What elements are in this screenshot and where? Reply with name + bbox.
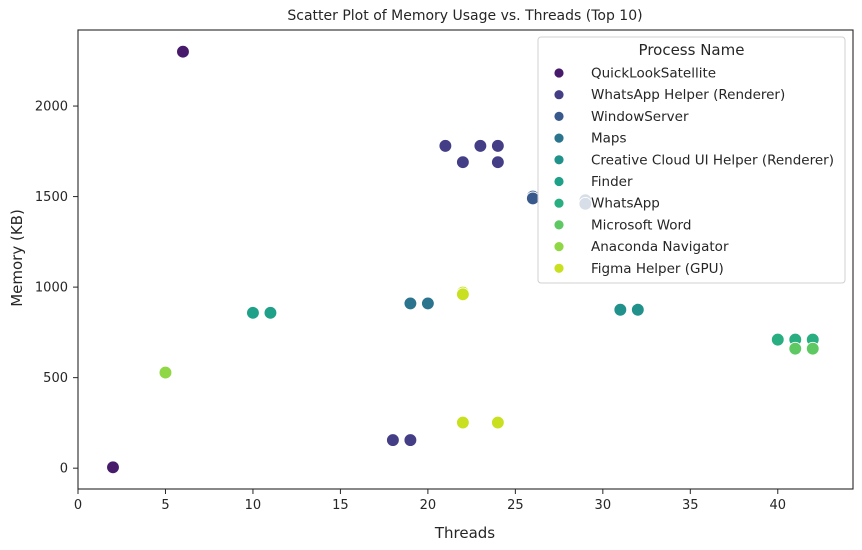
data-point	[421, 296, 435, 311]
data-point	[456, 287, 470, 302]
data-point	[491, 155, 505, 170]
data-point	[176, 44, 190, 59]
data-point	[491, 139, 505, 153]
data-point	[526, 191, 540, 206]
legend-label: WhatsApp Helper (Renderer)	[591, 87, 785, 103]
x-tick-label: 0	[74, 498, 82, 513]
x-tick-label: 5	[161, 498, 169, 513]
data-point	[106, 460, 120, 475]
legend-marker	[553, 197, 565, 209]
data-point	[386, 433, 400, 447]
data-point	[403, 433, 418, 447]
y-tick-label: 2000	[35, 100, 68, 115]
legend-marker	[553, 241, 565, 253]
legend-box	[537, 36, 846, 284]
data-point	[456, 155, 470, 170]
legend-marker	[553, 132, 565, 144]
data-point	[613, 302, 628, 317]
legend-label: Figma Helper (GPU)	[591, 261, 724, 277]
legend-marker	[553, 176, 565, 187]
x-tick-label: 40	[770, 498, 787, 513]
legend-marker	[553, 111, 565, 122]
data-point	[403, 296, 418, 311]
data-point	[158, 365, 173, 380]
data-point	[788, 341, 803, 356]
x-tick-label: 30	[595, 498, 612, 513]
data-point	[805, 341, 820, 356]
axes-frame	[77, 29, 854, 490]
x-tick-label: 35	[682, 498, 699, 513]
y-tick-label: 0	[60, 462, 68, 477]
legend-label: QuickLookSatellite	[591, 66, 716, 82]
plot-area	[106, 44, 820, 475]
chart-title: Scatter Plot of Memory Usage vs. Threads…	[287, 8, 642, 24]
data-point	[491, 415, 505, 430]
data-point	[456, 415, 470, 430]
legend-label: WhatsApp	[591, 196, 660, 212]
legend-label: Creative Cloud UI Helper (Renderer)	[591, 152, 834, 168]
legend-marker	[553, 219, 565, 231]
legend-marker	[553, 67, 565, 79]
data-point	[263, 305, 278, 320]
data-point	[438, 139, 453, 153]
legend-label: Anaconda Navigator	[591, 239, 729, 255]
legend-marker	[553, 154, 565, 166]
legend-label: Finder	[591, 174, 633, 190]
axes: 0 5 10 15 20 25 30 35 40 0 500 1000 1500 2000	[35, 29, 854, 513]
data-point	[473, 139, 488, 153]
legend: Process Name QuickLookSatellite WhatsApp H…	[537, 36, 846, 284]
data-point	[630, 302, 645, 317]
data-point	[246, 305, 260, 320]
x-tick-label: 15	[332, 498, 349, 513]
legend-marker	[553, 89, 565, 101]
legend-label: Maps	[591, 131, 627, 147]
legend-marker	[553, 262, 565, 274]
y-tick-label: 500	[43, 371, 68, 386]
y-tick-label: 1000	[35, 281, 68, 296]
legend-label: WindowServer	[591, 109, 689, 125]
x-axis-label: Threads	[434, 524, 495, 542]
y-axis-label: Memory (KB)	[8, 209, 26, 307]
x-tick-label: 20	[420, 498, 437, 513]
x-tick-label: 25	[507, 498, 524, 513]
data-point	[770, 332, 785, 347]
legend-label: Microsoft Word	[591, 217, 691, 233]
y-tick-label: 1500	[35, 190, 68, 205]
legend-title: Process Name	[639, 41, 745, 59]
x-tick-label: 10	[245, 498, 262, 513]
